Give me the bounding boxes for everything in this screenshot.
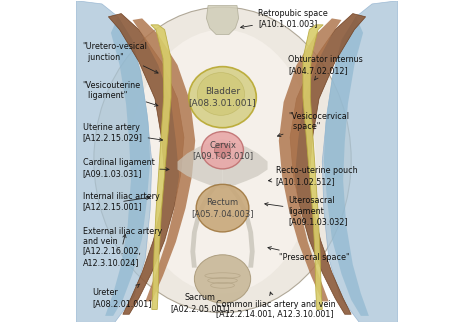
Text: Retropubic space
[A10.1.01.003]: Retropubic space [A10.1.01.003] <box>241 9 328 28</box>
Polygon shape <box>303 25 323 309</box>
Polygon shape <box>322 1 398 322</box>
Ellipse shape <box>194 255 251 303</box>
Text: "Uretero-vesical
  junction": "Uretero-vesical junction" <box>82 42 158 73</box>
Text: Uterine artery
[A12.2.15.029]: Uterine artery [A12.2.15.029] <box>82 123 163 142</box>
Polygon shape <box>290 14 365 314</box>
Ellipse shape <box>129 30 316 293</box>
Text: "Vesicocervical
  space": "Vesicocervical space" <box>277 112 349 137</box>
Polygon shape <box>226 184 255 268</box>
Text: Cardinal ligament
[A09.1.03.031]: Cardinal ligament [A09.1.03.031] <box>82 158 169 178</box>
Text: Ureter
[A08.2.01.001]: Ureter [A08.2.01.001] <box>92 284 152 308</box>
Ellipse shape <box>94 7 351 313</box>
Polygon shape <box>132 18 195 301</box>
Polygon shape <box>151 25 171 309</box>
Text: Obturator internus
[A04.7.02.012]: Obturator internus [A04.7.02.012] <box>289 55 363 80</box>
Ellipse shape <box>215 143 230 157</box>
Text: Recto-uterine pouch
[A10.1.02.512]: Recto-uterine pouch [A10.1.02.512] <box>268 166 357 186</box>
Text: Internal iliac artery
[A12.2.15.001]: Internal iliac artery [A12.2.15.001] <box>82 192 159 211</box>
Text: Rectum
[A05.7.04.003]: Rectum [A05.7.04.003] <box>191 198 254 218</box>
Polygon shape <box>324 17 369 316</box>
Text: Uterosacral
ligament
[A09.1.03.032]: Uterosacral ligament [A09.1.03.032] <box>265 196 348 226</box>
Text: Common iliac artery and vein
[A12.2.14.001, A12.3.10.001]: Common iliac artery and vein [A12.2.14.0… <box>216 292 336 319</box>
Text: "Vesicouterine
  ligament": "Vesicouterine ligament" <box>82 81 158 106</box>
Polygon shape <box>76 1 152 322</box>
Polygon shape <box>191 184 219 268</box>
Polygon shape <box>279 18 342 301</box>
Ellipse shape <box>197 73 245 115</box>
Ellipse shape <box>196 184 249 232</box>
Ellipse shape <box>189 67 256 128</box>
Text: Cervix
[A09.T.03.010]: Cervix [A09.T.03.010] <box>192 141 253 160</box>
Polygon shape <box>177 139 222 189</box>
Polygon shape <box>105 17 150 316</box>
Polygon shape <box>207 5 238 35</box>
Text: Bladder
[A08.3.01.001]: Bladder [A08.3.01.001] <box>189 88 256 107</box>
Text: Sacrum
[A02.2.05.001]: Sacrum [A02.2.05.001] <box>170 293 230 313</box>
Text: External iliac artery
and vein
[A12.2.16.002,
A12.3.10.024]: External iliac artery and vein [A12.2.16… <box>82 227 162 267</box>
Polygon shape <box>222 139 267 189</box>
Polygon shape <box>109 14 184 314</box>
Text: "Presacral space": "Presacral space" <box>268 247 349 263</box>
Ellipse shape <box>201 131 244 169</box>
